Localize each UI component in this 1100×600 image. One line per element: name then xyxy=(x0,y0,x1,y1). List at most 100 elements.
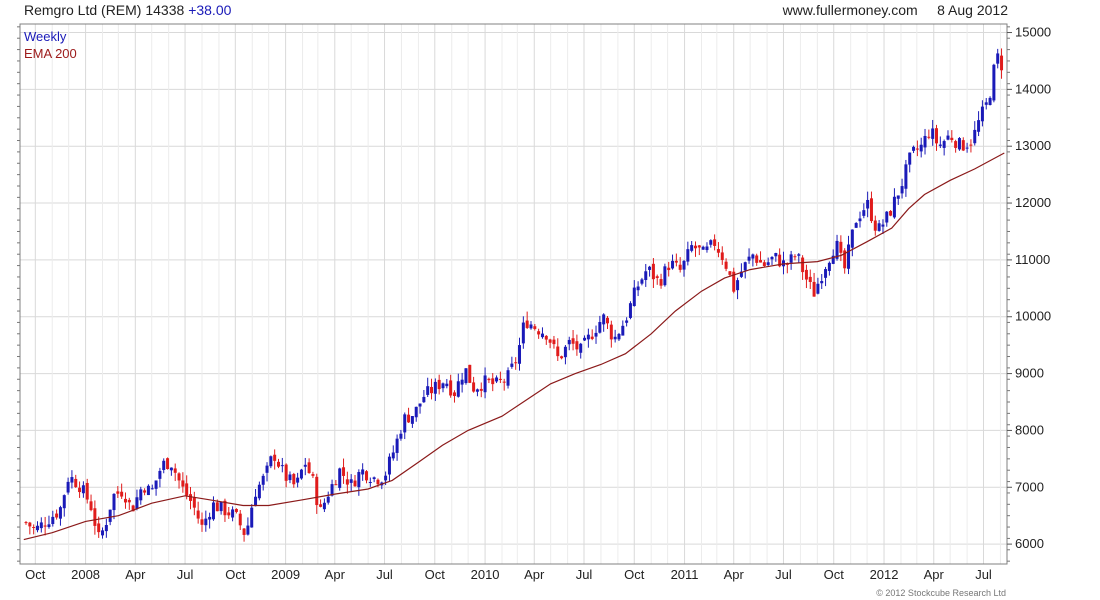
candle-down xyxy=(609,320,613,348)
candle-up xyxy=(847,235,851,275)
candle-down xyxy=(452,390,456,403)
candle-up xyxy=(464,368,468,385)
candle-up xyxy=(372,476,376,483)
candle-down xyxy=(651,258,655,288)
candle-up xyxy=(621,320,625,336)
candle-up xyxy=(506,367,510,389)
candle-up xyxy=(422,389,426,403)
candle-up xyxy=(219,501,223,515)
candle-down xyxy=(173,463,177,482)
candle-down xyxy=(873,215,877,236)
candle-up xyxy=(904,159,908,197)
plot-frame xyxy=(19,23,1008,565)
candle-down xyxy=(839,235,843,262)
legend-ema: EMA 200 xyxy=(24,46,77,61)
candle-up xyxy=(816,277,820,295)
x-tick-label: 2010 xyxy=(471,567,500,582)
candle-down xyxy=(961,137,965,152)
candle-up xyxy=(146,484,150,496)
candle-up xyxy=(797,252,801,263)
x-tick-label: Oct xyxy=(225,567,246,582)
candle-down xyxy=(315,473,319,514)
candle-up xyxy=(984,98,988,110)
candle-up xyxy=(204,510,208,532)
candle-up xyxy=(563,345,567,365)
candle-up xyxy=(613,329,617,343)
candle-up xyxy=(862,203,866,219)
candle-down xyxy=(97,516,101,538)
candle-down xyxy=(364,470,368,484)
x-tick-label: 2008 xyxy=(71,567,100,582)
candle-down xyxy=(667,261,671,277)
candle-down xyxy=(693,241,697,257)
candle-up xyxy=(254,489,258,507)
candle-up xyxy=(154,480,158,496)
candle-up xyxy=(414,406,418,422)
candle-up xyxy=(475,388,479,397)
candle-down xyxy=(196,501,200,524)
candle-up xyxy=(586,328,590,348)
candle-down xyxy=(342,458,346,484)
candle-up xyxy=(112,493,116,520)
candle-up xyxy=(81,481,85,498)
candle-down xyxy=(181,472,185,493)
candle-down xyxy=(969,139,973,153)
y-tick-label: 9000 xyxy=(1015,366,1044,381)
candle-down xyxy=(843,248,847,274)
candle-down xyxy=(606,315,609,329)
candle-up xyxy=(296,472,300,488)
candle-down xyxy=(544,335,548,345)
y-tick-label: 7000 xyxy=(1015,479,1044,494)
candle-down xyxy=(590,329,594,341)
x-tick-label: Apr xyxy=(325,567,346,582)
candle-up xyxy=(942,139,946,156)
candle-down xyxy=(430,378,434,400)
candle-down xyxy=(762,259,766,268)
candle-down xyxy=(143,488,147,496)
header-right: www.fullermoney.com 8 Aug 2012 xyxy=(783,2,1008,18)
candle-down xyxy=(575,334,579,356)
x-tick-label: Jul xyxy=(177,567,194,582)
candle-down xyxy=(954,139,958,153)
candle-down xyxy=(678,257,682,273)
candle-up xyxy=(946,130,950,141)
candle-down xyxy=(273,449,277,470)
candle-up xyxy=(594,325,598,344)
candle-up xyxy=(602,313,606,332)
candle-up xyxy=(977,111,981,137)
candle-up xyxy=(322,498,326,513)
candle-down xyxy=(935,124,938,151)
candle-up xyxy=(540,327,544,339)
x-tick-label: Jul xyxy=(975,567,992,582)
x-tick-label: Jul xyxy=(576,567,593,582)
candle-up xyxy=(923,128,927,155)
candle-down xyxy=(716,242,720,258)
candle-down xyxy=(319,499,323,508)
candle-down xyxy=(277,458,280,469)
candle-down xyxy=(238,509,242,530)
chart-title: Remgro Ltd (REM) 14338 +38.00 xyxy=(24,2,231,18)
site-link[interactable]: www.fullermoney.com xyxy=(782,2,918,18)
candle-down xyxy=(571,330,575,351)
candle-up xyxy=(617,332,621,341)
chart-date: 8 Aug 2012 xyxy=(937,2,1008,18)
candle-up xyxy=(361,463,365,481)
candle-up xyxy=(208,512,212,529)
candle-down xyxy=(234,508,238,514)
candle-down xyxy=(74,474,78,488)
candle-down xyxy=(192,491,196,516)
candle-up xyxy=(938,136,942,149)
x-tick-label: Jul xyxy=(376,567,393,582)
legend-weekly: Weekly xyxy=(24,29,67,44)
candle-up xyxy=(418,403,422,414)
candle-down xyxy=(514,357,518,370)
y-tick-label: 12000 xyxy=(1015,195,1051,210)
candle-up xyxy=(357,469,361,496)
title-text: Remgro Ltd (REM) 14338 xyxy=(24,2,185,18)
candle-down xyxy=(801,255,805,280)
candle-up xyxy=(510,356,514,369)
candle-up xyxy=(399,429,403,441)
candle-up xyxy=(246,517,250,536)
candle-up xyxy=(330,479,334,497)
